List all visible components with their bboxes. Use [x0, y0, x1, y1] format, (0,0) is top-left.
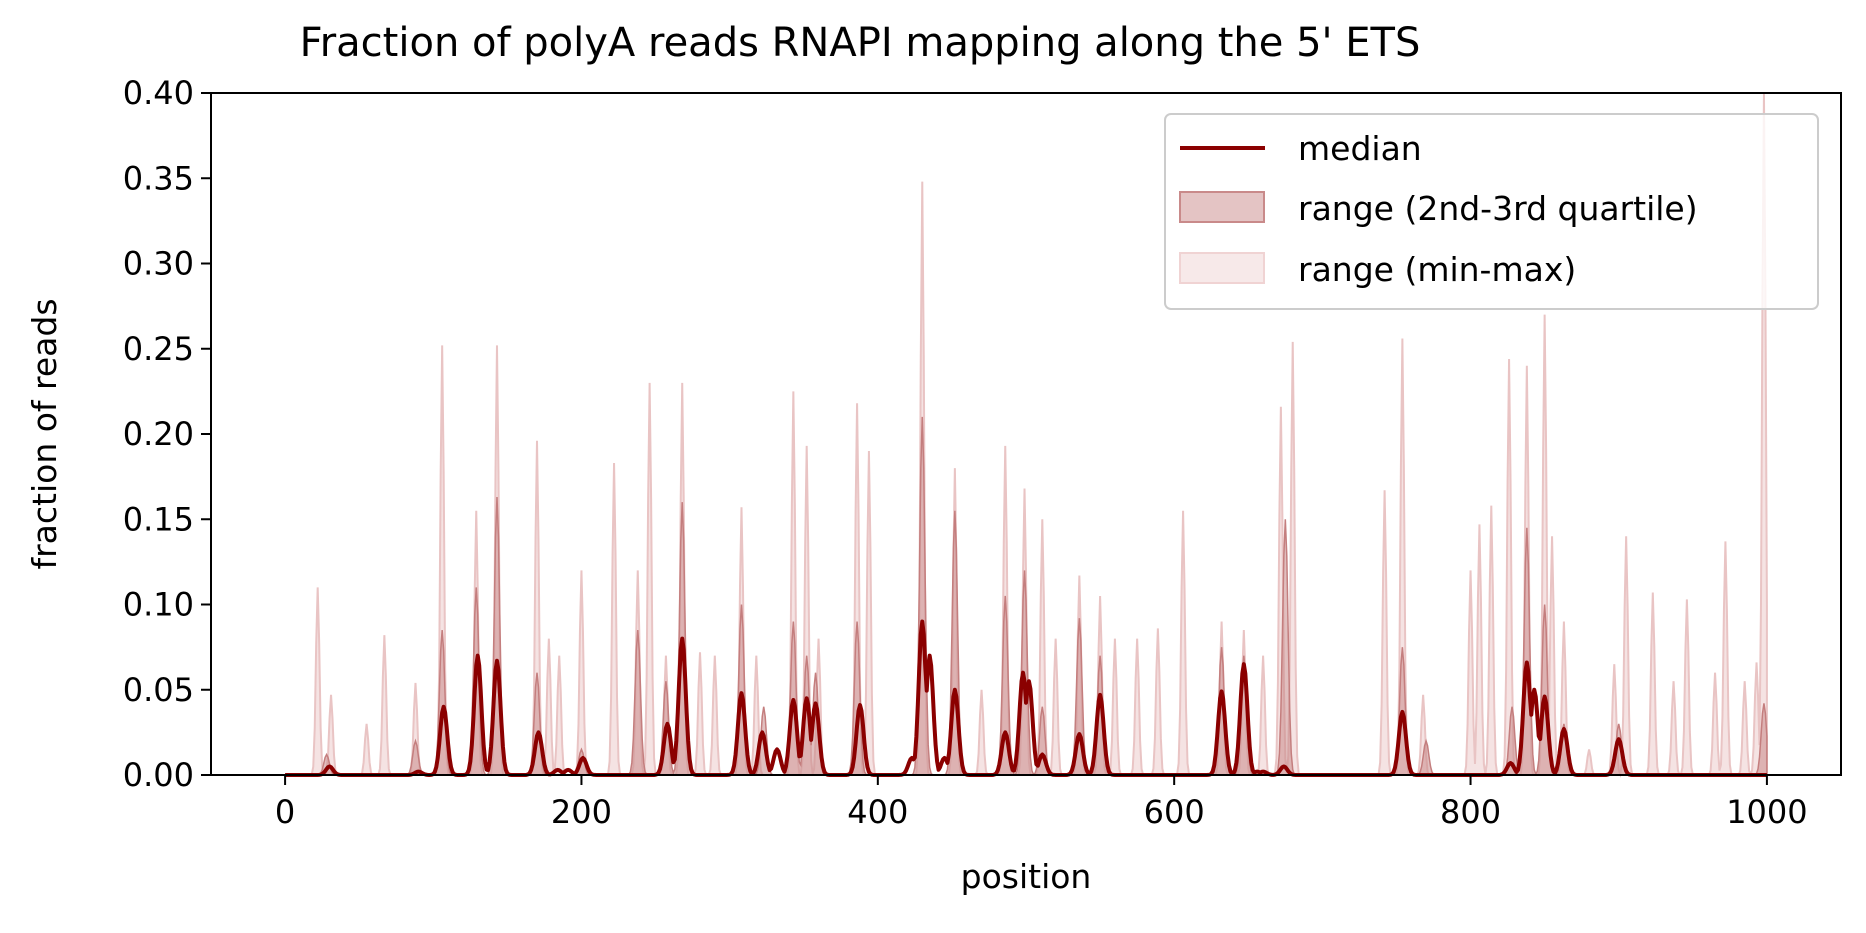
y-tick-label: 0.30 [123, 245, 194, 283]
y-tick-label: 0.25 [123, 330, 194, 368]
x-tick-label: 200 [551, 793, 612, 831]
legend-label-median: median [1298, 129, 1422, 168]
y-tick-label: 0.15 [123, 500, 194, 538]
x-tick-label: 800 [1440, 793, 1501, 831]
chart-title: Fraction of polyA reads RNAPI mapping al… [300, 20, 1421, 66]
legend-label-quartile: range (2nd-3rd quartile) [1298, 189, 1698, 228]
x-tick-label: 400 [847, 793, 908, 831]
y-axis-ticks: 0.00 0.05 0.10 0.15 0.20 0.25 0.30 0.35 0.40 [123, 74, 211, 794]
median-line [284, 619, 1768, 777]
legend-box [1164, 113, 1819, 310]
legend-swatch-minmax [1179, 252, 1265, 284]
y-tick-label: 0.10 [123, 586, 194, 624]
x-tick-label: 0 [275, 793, 295, 831]
legend-swatch-quartile [1179, 191, 1265, 223]
x-axis-ticks: 0 200 400 600 800 1000 [275, 775, 1808, 831]
y-tick-label: 0.05 [123, 671, 194, 709]
legend: median range (2nd-3rd quartile) range (m… [1164, 113, 1819, 310]
x-tick-label: 600 [1144, 793, 1205, 831]
x-axis-label: position [961, 857, 1092, 896]
y-tick-label: 0.40 [123, 74, 194, 112]
x-tick-label: 1000 [1726, 793, 1807, 831]
y-tick-label: 0.35 [123, 159, 194, 197]
y-tick-label: 0.00 [123, 756, 194, 794]
y-axis-label: fraction of reads [25, 298, 64, 569]
plot-area [284, 92, 1768, 779]
y-tick-label: 0.20 [123, 415, 194, 453]
legend-label-minmax: range (min-max) [1298, 250, 1576, 289]
